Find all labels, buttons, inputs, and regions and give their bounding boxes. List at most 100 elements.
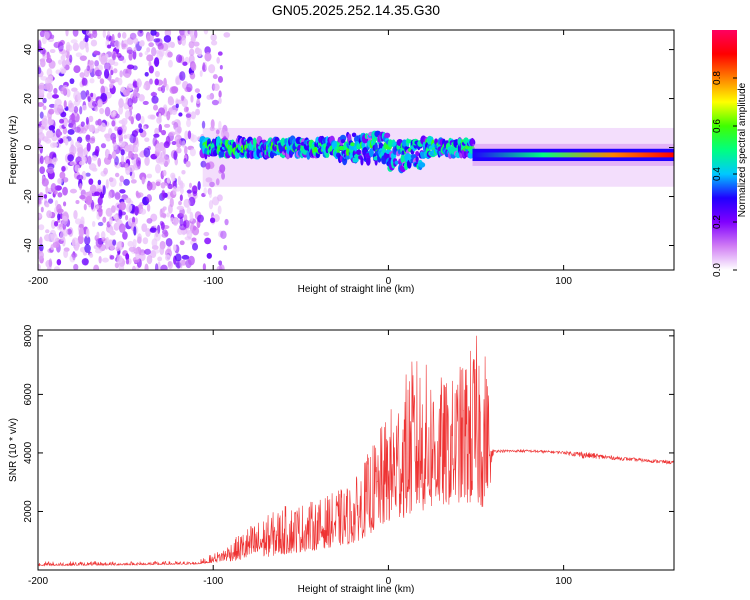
spectrogram-noise-blob [45, 202, 50, 208]
spectrogram-noise-blob [57, 41, 64, 52]
spectrogram-noise-blob [168, 59, 173, 68]
spectrogram-noise-blob [146, 203, 151, 212]
spectrogram-noise-blob [78, 223, 84, 229]
spectrogram-noise-blob [213, 83, 220, 92]
spectrogram-noise-blob [166, 110, 171, 121]
spectrogram-signal-blob [415, 151, 420, 157]
spectrogram-noise-blob [71, 87, 78, 92]
spectrogram-noise-blob [178, 112, 183, 117]
spectrogram-noise-blob [133, 37, 139, 45]
spectrogram-noise-blob [116, 255, 123, 264]
spectrogram-noise-blob [47, 117, 53, 126]
spectrogram-noise-blob [220, 230, 227, 239]
spectrogram-noise-blob [155, 181, 161, 187]
spectrogram-noise-blob [219, 65, 223, 70]
spectrogram-x-label: Height of straight line (km) [298, 284, 415, 295]
spectrogram-noise-blob [69, 161, 77, 166]
spectrogram-noise-blob [219, 164, 226, 173]
spectrogram-noise-blob [150, 91, 158, 97]
spectrogram-noise-blob [98, 207, 103, 217]
spectrogram-noise-blob [118, 182, 123, 187]
spectrogram-noise-blob [69, 188, 78, 194]
spectrogram-noise-blob [143, 84, 147, 90]
spectrogram-noise-blob [141, 176, 145, 185]
spectrogram-noise-blob [114, 172, 120, 178]
spectrogram-noise-blob [148, 61, 152, 67]
spectrogram-noise-blob [218, 90, 222, 98]
spectrogram-noise-blob [144, 248, 151, 255]
spectrogram-noise-blob [125, 214, 129, 221]
spectrogram-noise-blob [87, 96, 91, 103]
spectrogram-noise-blob [165, 254, 171, 261]
colorbar-label: Normalized spectral amplitude [737, 82, 748, 217]
spectrogram-noise-blob [59, 171, 66, 180]
spectrogram-noise-blob [133, 205, 140, 216]
spectrogram-noise-blob [189, 48, 195, 57]
spectrogram-noise-blob [114, 156, 119, 166]
spectrogram-noise-blob [173, 244, 177, 252]
spectrogram-noise-blob [182, 220, 187, 227]
spectrogram-noise-blob [171, 140, 177, 146]
spectrogram-noise-blob [67, 102, 75, 113]
spectrogram-noise-blob [191, 237, 197, 242]
spectrogram-noise-blob [142, 125, 147, 130]
spectrogram-noise-blob [161, 232, 168, 238]
snr-x-axis: -200 -100 0 100 [28, 330, 572, 587]
spectrogram-noise-blob [47, 198, 54, 204]
spectrogram-noise-blob [184, 145, 188, 155]
spectrogram-noise-blob [113, 214, 118, 220]
spectrogram-noise-blob [120, 149, 125, 156]
spectrogram-noise-blob [121, 118, 128, 126]
spectrogram-noise-blob [38, 199, 42, 205]
spectrogram-x-tick-label: 0 [386, 276, 392, 287]
spectrogram-noise-blob [126, 133, 131, 139]
spectrogram-noise-blob [60, 86, 68, 95]
spectrogram-noise-blob [162, 169, 167, 177]
spectrogram-noise-blob [114, 262, 120, 269]
spectrogram-noise-blob [109, 255, 115, 260]
spectrogram-noise-blob [67, 154, 74, 162]
spectrogram-noise-blob [97, 98, 103, 108]
spectrogram-noise-blob [89, 184, 97, 194]
spectrogram-noise-blob [186, 119, 192, 128]
spectrogram-noise-blob [55, 69, 61, 75]
spectrogram-noise-blob [179, 240, 185, 246]
spectrogram-noise-blob [38, 250, 44, 260]
spectrogram-noise-blob [119, 189, 126, 194]
spectrogram-signal-blob [470, 137, 475, 147]
spectrogram-noise-blob [167, 261, 172, 267]
spectrogram-noise-blob [170, 217, 175, 223]
spectrogram-signal-blob [338, 145, 345, 151]
spectrogram-noise-blob [88, 178, 94, 185]
spectrogram-noise-blob [79, 106, 83, 115]
spectrogram-noise-blob [118, 105, 124, 115]
spectrogram-noise-blob [114, 192, 121, 200]
chart-title: GN05.2025.252.14.35.G30 [272, 2, 440, 18]
spectrogram-noise-blob [202, 62, 206, 71]
spectrogram-signal-blob [387, 139, 393, 148]
spectrogram-noise-blob [109, 83, 114, 89]
spectrogram-x-axis: -200 -100 0 100 [28, 30, 572, 287]
spectrogram-noise-blob [112, 142, 118, 151]
spectrogram-noise-blob [117, 32, 122, 39]
spectrogram-noise-blob [69, 114, 76, 121]
spectrogram-noise-blob [93, 50, 99, 55]
spectrogram-noise-blob [47, 233, 55, 243]
spectrogram-noise-blob [186, 207, 192, 214]
spectrogram-noise-blob [79, 55, 87, 61]
spectrogram-noise-blob [81, 258, 89, 266]
spectrogram-noise-blob [189, 30, 194, 38]
spectrogram-noise-blob [138, 52, 143, 58]
spectrogram-noise-blob [88, 124, 96, 133]
spectrogram-noise-blob [153, 38, 161, 43]
spectrogram-noise-blob [177, 175, 181, 186]
spectrogram-noise-blob [138, 40, 145, 47]
snr-y-tick-label: 4000 [23, 441, 34, 464]
spectrogram-noise-blob [79, 227, 84, 237]
spectrogram-noise-blob [99, 78, 105, 85]
snr-x-tick-label: 0 [386, 576, 392, 587]
spectrogram-signal-blob [401, 139, 408, 147]
spectrogram-noise-blob [105, 133, 112, 142]
spectrogram-noise-blob [208, 189, 213, 199]
spectrogram-noise-blob [48, 125, 56, 131]
